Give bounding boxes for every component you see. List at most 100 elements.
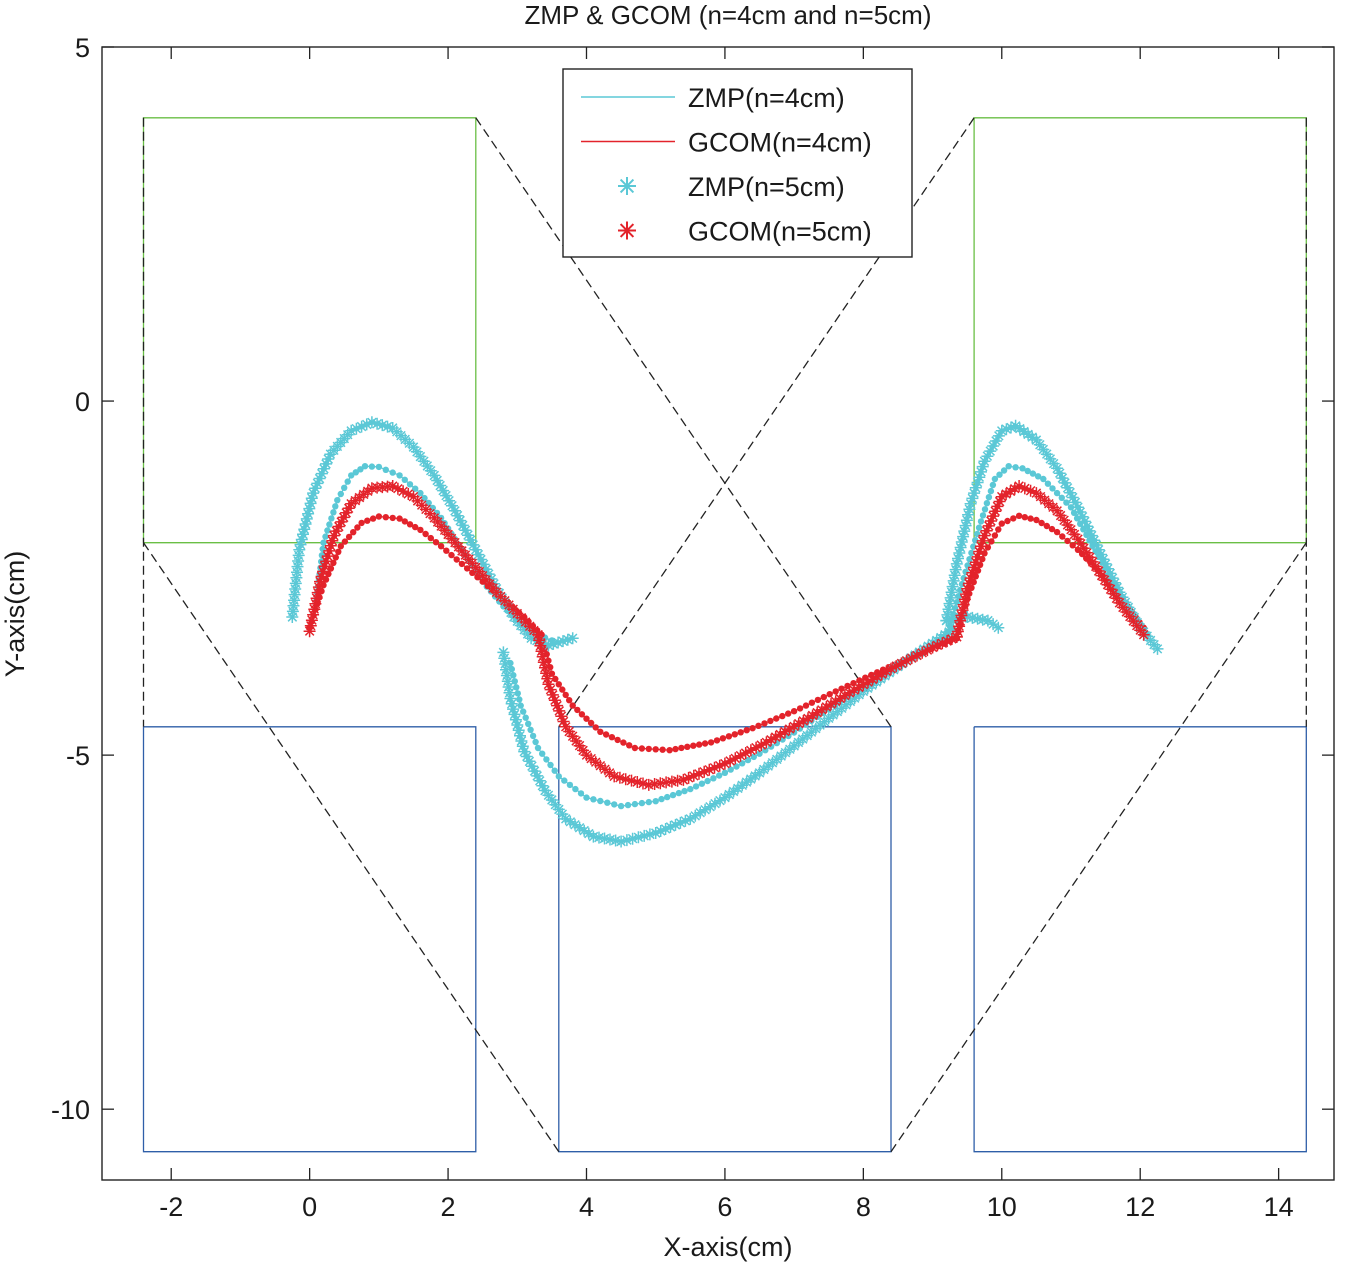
data-point: [806, 709, 819, 722]
data-point: [535, 645, 548, 658]
data-point: [950, 612, 963, 625]
data-point: [340, 506, 353, 519]
data-point: [1111, 581, 1124, 594]
data-point: [539, 750, 546, 757]
data-point: [687, 769, 700, 782]
data-point: [592, 724, 599, 731]
data-point: [458, 560, 466, 568]
legend-label: ZMP(n=4cm): [688, 83, 845, 113]
data-point: [675, 789, 682, 797]
data-point: [926, 641, 939, 654]
data-point: [1104, 583, 1117, 596]
data-point: [335, 548, 342, 555]
data-point: [574, 706, 581, 714]
data-point: [654, 777, 667, 790]
data-point: [987, 510, 1000, 523]
data-point: [469, 543, 482, 556]
data-point: [950, 557, 963, 570]
data-point: [449, 504, 461, 517]
data-point: [375, 513, 383, 520]
data-point: [309, 597, 322, 610]
data-point: [921, 644, 934, 657]
data-point: [361, 463, 369, 470]
data-point: [516, 696, 523, 703]
data-point: [525, 632, 538, 645]
data-point: [500, 669, 513, 682]
data-point: [773, 715, 780, 722]
data-point: [569, 818, 581, 831]
data-point: [557, 635, 569, 648]
data-point: [453, 556, 460, 563]
data-point: [976, 561, 984, 568]
data-point: [303, 502, 316, 515]
data-point: [687, 785, 694, 793]
data-point: [724, 755, 737, 767]
data-point: [709, 797, 721, 810]
data-point: [298, 523, 311, 536]
x-tick-label: 2: [441, 1192, 456, 1222]
data-point: [1005, 421, 1017, 434]
data-point: [532, 628, 544, 641]
data-point: [604, 799, 611, 806]
x-tick-label: 0: [302, 1192, 317, 1222]
data-point: [1012, 464, 1019, 471]
data-point: [945, 633, 958, 645]
data-point: [293, 543, 306, 556]
data-point: [533, 774, 546, 787]
legend-entry-0: ZMP(n=4cm): [581, 83, 845, 113]
data-point: [608, 770, 621, 783]
data-point: [949, 563, 962, 576]
data-point: [1018, 482, 1031, 495]
data-point: [583, 794, 590, 801]
data-point: [1026, 431, 1039, 444]
data-point: [531, 769, 544, 782]
data-point: [597, 797, 604, 805]
data-point: [703, 763, 716, 776]
data-point: [945, 613, 958, 626]
data-point: [401, 476, 408, 483]
data-point: [690, 742, 697, 749]
data-point: [422, 530, 429, 538]
data-point: [625, 774, 638, 787]
legend-entry-2: ZMP(n=5cm): [618, 172, 845, 202]
data-point: [515, 735, 528, 747]
data-point: [551, 699, 564, 712]
data-point: [802, 712, 814, 725]
data-point: [1095, 548, 1107, 561]
data-point: [327, 529, 340, 542]
data-point: [547, 637, 560, 650]
data-point: [502, 681, 515, 693]
data-point: [955, 536, 968, 548]
data-point: [1022, 428, 1035, 441]
data-point: [417, 455, 430, 468]
data-point: [580, 749, 593, 762]
data-point: [802, 702, 810, 709]
data-point: [954, 541, 967, 554]
data-point: [645, 798, 652, 806]
data-point: [963, 503, 976, 516]
data-point: [552, 803, 565, 816]
data-point: [971, 612, 984, 625]
data-point: [637, 777, 649, 790]
data-point: [511, 719, 524, 731]
series-3-segment-2: [950, 480, 1150, 643]
data-point: [391, 482, 404, 495]
data-point: [604, 833, 616, 846]
data-point: [315, 570, 328, 583]
data-point: [330, 525, 343, 538]
data-point: [987, 440, 1000, 452]
data-point: [731, 782, 744, 795]
data-point: [1151, 642, 1164, 655]
data-point: [948, 569, 961, 582]
data-point: [672, 745, 679, 753]
data-point: [704, 777, 711, 785]
data-point: [966, 566, 979, 579]
data-point: [401, 518, 408, 525]
data-point: [1004, 517, 1011, 525]
data-point: [992, 429, 1005, 442]
data-point: [501, 675, 514, 688]
data-point: [477, 558, 490, 571]
data-point: [620, 739, 627, 746]
data-point: [500, 663, 512, 676]
data-point: [482, 568, 495, 581]
